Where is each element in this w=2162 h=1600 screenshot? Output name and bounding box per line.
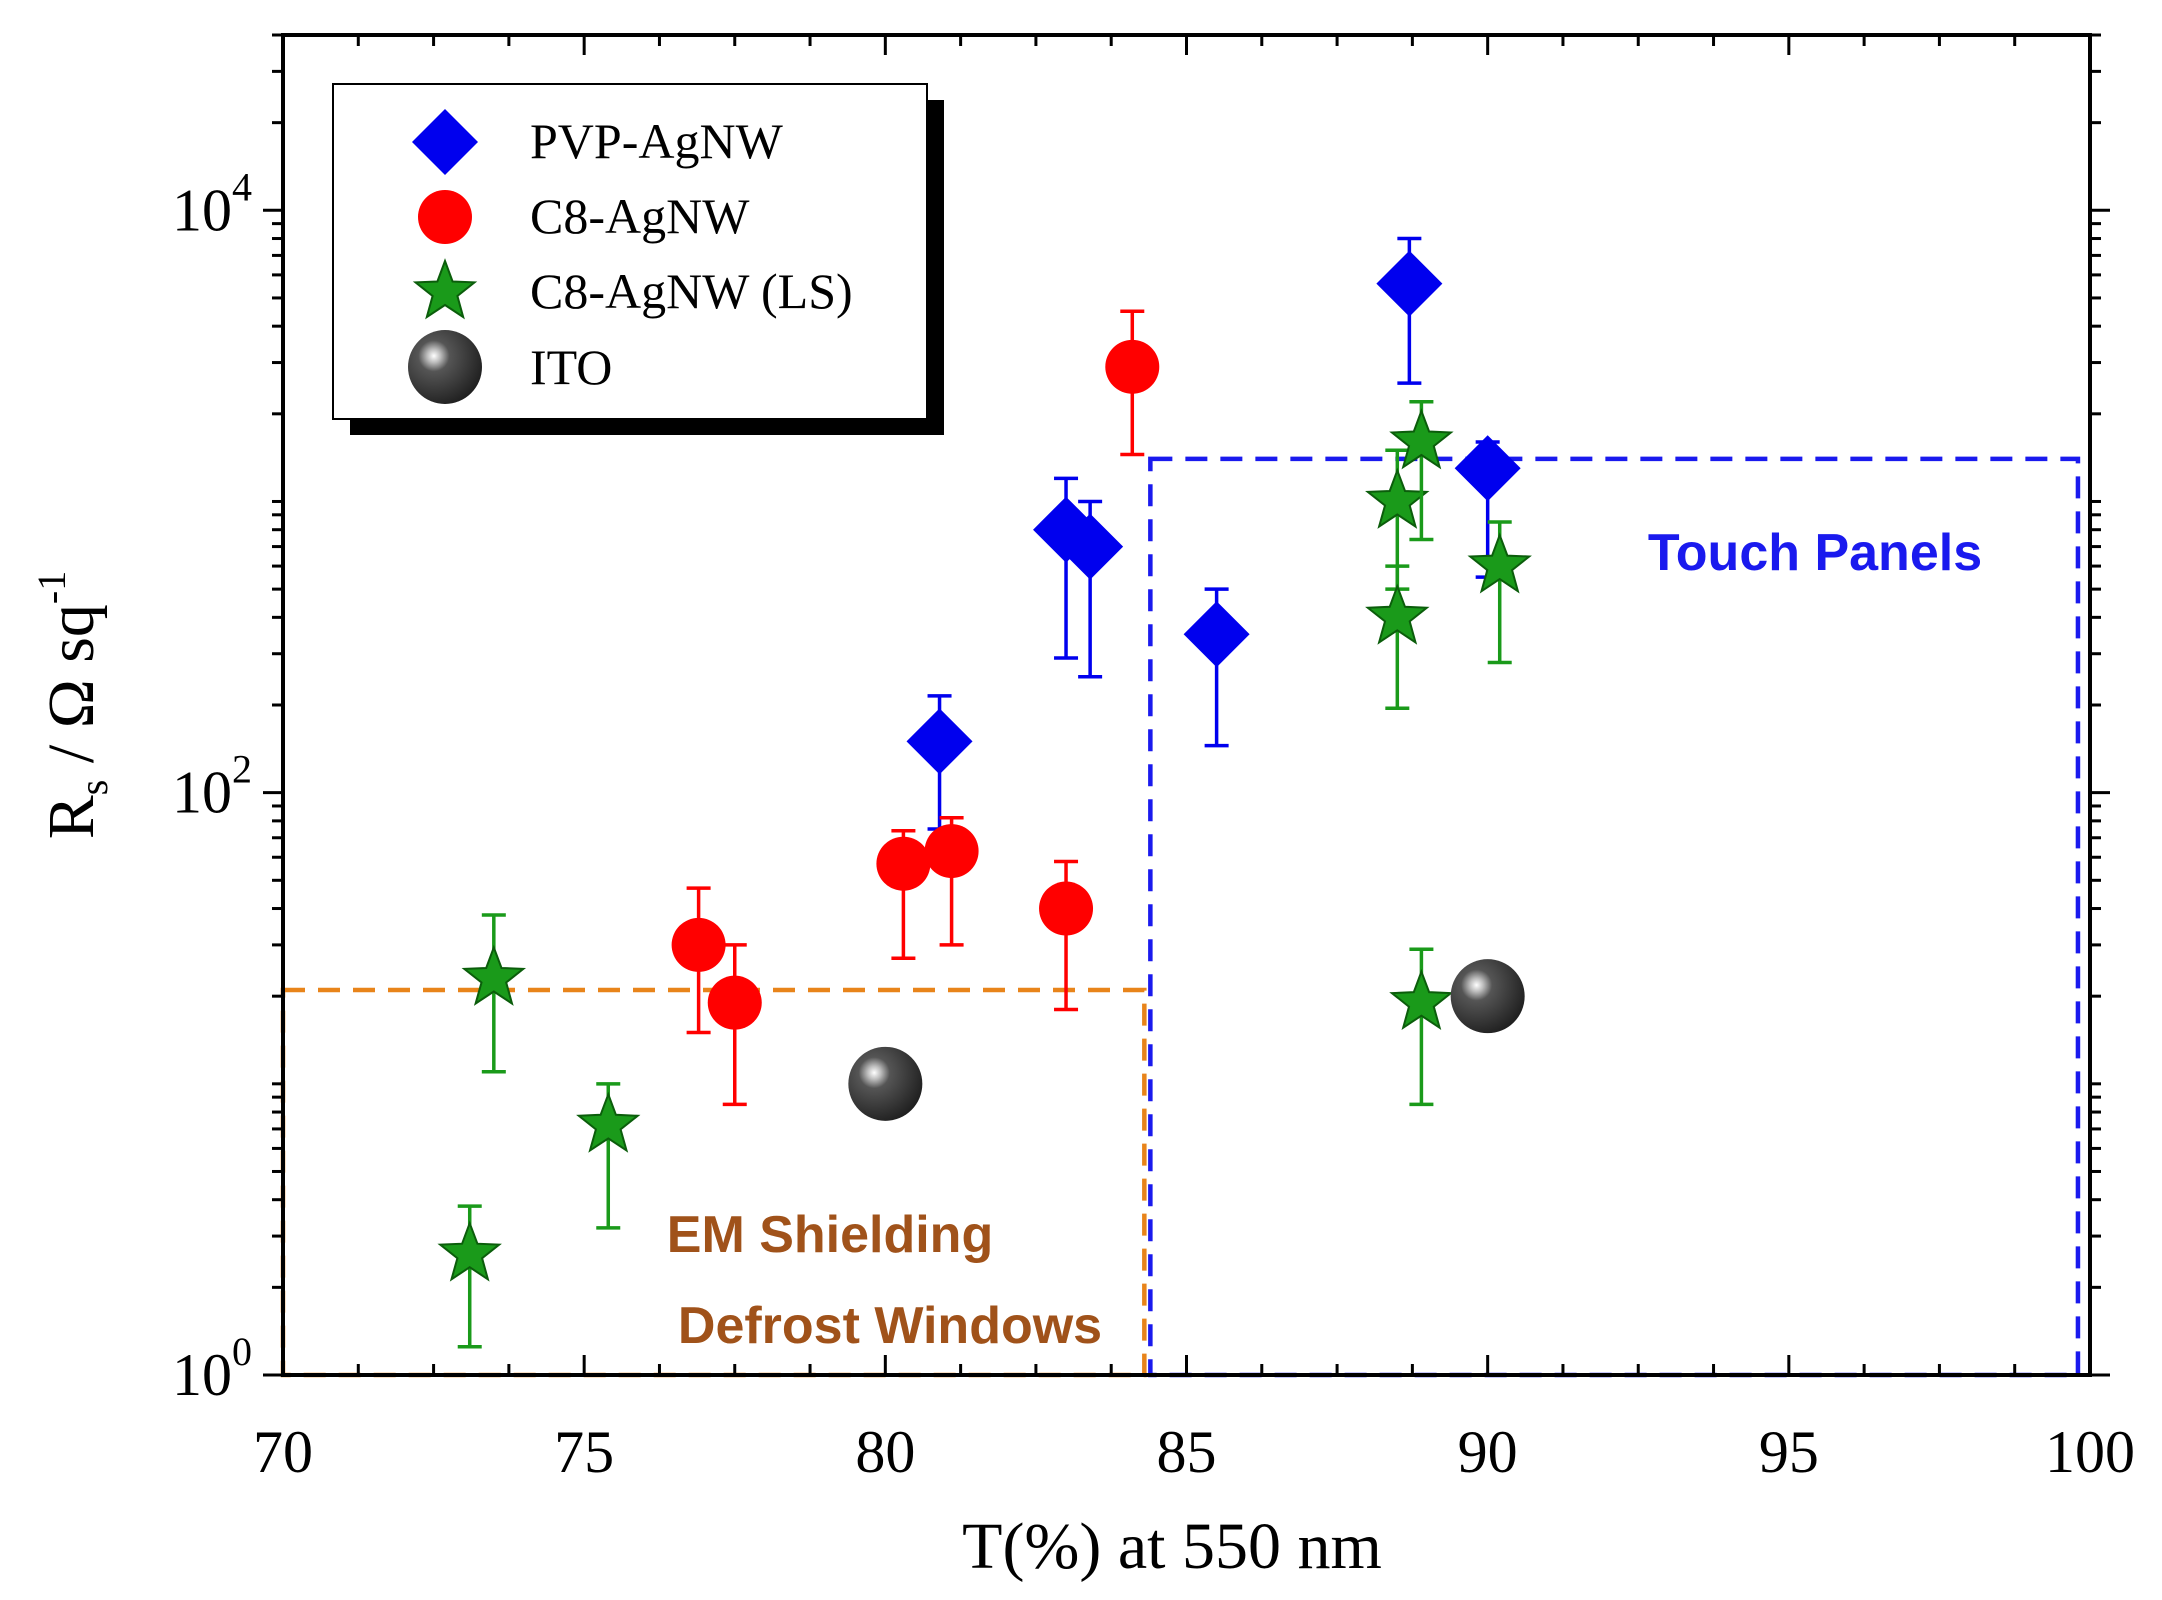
region-box-touch xyxy=(1148,456,2081,1378)
region-boxes xyxy=(280,456,2081,1378)
y-axis-title-rest: / Ω sq xyxy=(35,604,108,780)
point-pvp-agnw xyxy=(906,708,973,775)
point-c8-agnw-ls xyxy=(1389,968,1454,1031)
point-c8-agnw xyxy=(1105,339,1160,394)
y-axis-title-sup: -1 xyxy=(29,571,74,604)
legend-label-pvp-agnw: PVP-AgNW xyxy=(530,113,784,169)
legend: PVP-AgNW C8-AgNW C8-AgNW (LS) ITO xyxy=(332,83,944,435)
point-c8-agnw xyxy=(876,836,931,891)
x-axis-title: T(%) at 550 nm xyxy=(962,1510,1382,1583)
point-c8-agnw-ls xyxy=(576,1091,641,1153)
region-label-em-line1: EM Shielding xyxy=(667,1206,993,1264)
x-tick-label: 75 xyxy=(554,1419,614,1485)
x-tick-label: 85 xyxy=(1157,1419,1217,1485)
region-label-touch: Touch Panels xyxy=(1648,524,1982,582)
x-axis: 70 75 80 85 90 95 100 xyxy=(253,35,2135,1485)
legend-marker-ito xyxy=(408,330,482,404)
y-axis-title: Rs / Ω sq-1 xyxy=(29,571,116,840)
point-c8-agnw-ls xyxy=(1365,467,1430,529)
point-c8-agnw xyxy=(707,975,762,1030)
legend-marker-pvp-agnw xyxy=(412,109,478,175)
y-tick-label: 104 xyxy=(172,164,252,243)
point-c8-agnw xyxy=(1039,881,1094,936)
legend-label-ito: ITO xyxy=(530,339,612,395)
point-c8-agnw-ls xyxy=(1467,532,1532,594)
point-pvp-agnw xyxy=(1057,513,1124,580)
y-axis-title-main: R xyxy=(35,795,108,839)
point-c8-agnw-ls xyxy=(461,944,527,1006)
region-labels: Touch Panels EM Shielding Defrost Window… xyxy=(667,524,1982,1355)
point-pvp-agnw xyxy=(1454,435,1521,502)
point-pvp-agnw xyxy=(1376,250,1443,317)
y-tick-label: 102 xyxy=(172,747,252,826)
point-ito xyxy=(848,1046,923,1121)
legend-marker-c8-agnw xyxy=(418,190,472,244)
point-c8-agnw-ls xyxy=(1389,408,1454,470)
y-axis-title-sub: s xyxy=(71,780,116,796)
x-tick-label: 80 xyxy=(855,1419,915,1485)
legend-label-c8-agnw: C8-AgNW xyxy=(530,188,750,244)
region-label-em-line2: Defrost Windows xyxy=(678,1297,1102,1355)
point-c8-agnw-ls xyxy=(437,1220,502,1282)
y-axis: 100 102 104 xyxy=(172,33,2110,1408)
x-tick-label: 70 xyxy=(253,1419,313,1485)
x-tick-label: 90 xyxy=(1458,1419,1518,1485)
point-c8-agnw xyxy=(924,824,979,879)
point-ito xyxy=(1450,959,1525,1034)
legend-label-c8-agnw-ls: C8-AgNW (LS) xyxy=(530,263,853,319)
y-tick-label: 100 xyxy=(172,1329,252,1408)
point-c8-agnw xyxy=(671,917,726,972)
point-pvp-agnw xyxy=(1183,601,1250,668)
data-points xyxy=(437,236,1532,1349)
point-c8-agnw-ls xyxy=(1365,583,1430,645)
x-tick-label: 100 xyxy=(2045,1419,2135,1485)
x-tick-label: 95 xyxy=(1759,1419,1819,1485)
legend-marker-c8-agnw-ls xyxy=(412,258,478,320)
